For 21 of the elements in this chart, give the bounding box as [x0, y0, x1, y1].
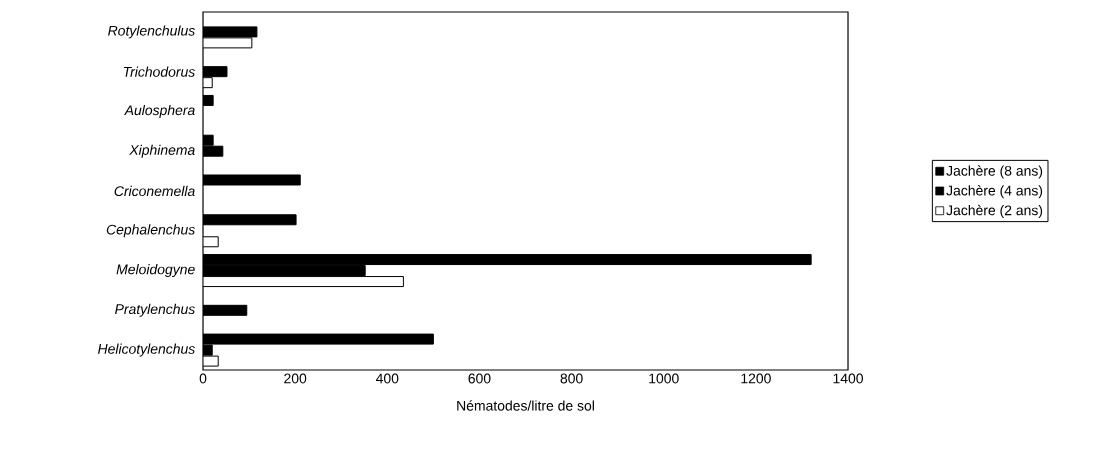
- legend-label: Jachère (8 ans): [946, 165, 1043, 179]
- x-tick-label: 1400: [833, 373, 863, 384]
- y-tick-label: Trichodorus: [123, 66, 195, 77]
- x-tick-label: 200: [284, 373, 307, 384]
- x-tick-label: 1000: [649, 373, 679, 384]
- x-tick-label: 0: [199, 373, 207, 384]
- legend-label: Jachère (4 ans): [946, 185, 1043, 199]
- y-tick-label: Cephalenchus: [106, 224, 195, 238]
- y-tick-label: Meloidogyne: [116, 264, 195, 278]
- x-tick-label: 1200: [741, 373, 771, 384]
- y-tick-label: Pratylenchus: [115, 303, 195, 317]
- y-tick-label: Criconemella: [114, 185, 195, 197]
- y-tick-label: Xiphinema: [129, 144, 195, 158]
- y-tick-label: Aulosphera: [123, 104, 195, 118]
- y-tick-label: Rotylenchulus: [108, 25, 195, 39]
- x-tick-label: 800: [560, 373, 583, 384]
- legend-label: Jachère (2 ans): [946, 204, 1043, 219]
- y-tick-label: Helicotylenchus: [97, 343, 195, 357]
- x-axis-title: Nématodes/litre de sol: [457, 400, 594, 411]
- x-tick-label: 400: [375, 373, 399, 384]
- x-tick-label: 600: [468, 373, 491, 384]
